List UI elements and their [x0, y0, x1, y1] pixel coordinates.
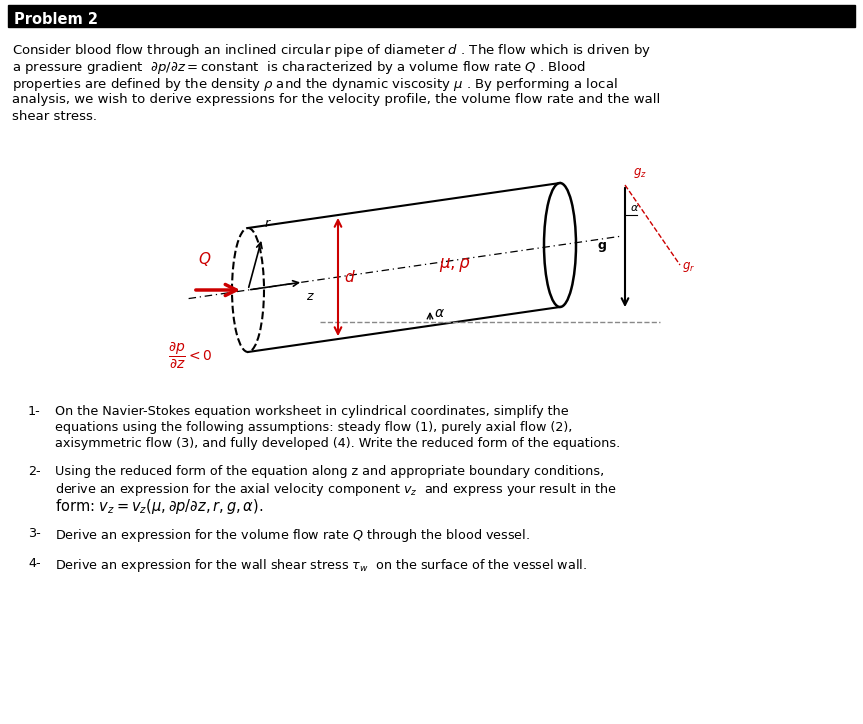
Text: Problem 2: Problem 2	[14, 12, 98, 28]
Text: a pressure gradient  $\partial p/\partial z=\mathrm{constant}$  is characterized: a pressure gradient $\partial p/\partial…	[12, 59, 586, 76]
Text: axisymmetric flow (3), and fully developed (4). Write the reduced form of the eq: axisymmetric flow (3), and fully develop…	[55, 437, 620, 450]
Bar	[8, 5, 855, 27]
Text: derive an expression for the axial velocity component $v_z$  and express your re: derive an expression for the axial veloc…	[55, 481, 617, 498]
Text: Consider blood flow through an inclined circular pipe of diameter $d$ . The flow: Consider blood flow through an inclined …	[12, 42, 651, 59]
Text: 4-: 4-	[28, 557, 41, 570]
Text: $\alpha$: $\alpha$	[630, 203, 639, 213]
Text: $\alpha$: $\alpha$	[434, 306, 445, 320]
Text: properties are defined by the density $\rho$ and the dynamic viscosity $\mu$ . B: properties are defined by the density $\…	[12, 76, 618, 93]
Text: equations using the following assumptions: steady flow (1), purely axial flow (2: equations using the following assumption…	[55, 421, 572, 434]
Text: 3-: 3-	[28, 527, 41, 540]
Text: $g_z$: $g_z$	[633, 166, 647, 180]
Text: Using the reduced form of the equation along z and appropriate boundary conditio: Using the reduced form of the equation a…	[55, 465, 604, 478]
Text: $\dfrac{\partial p}{\partial z}<0$: $\dfrac{\partial p}{\partial z}<0$	[168, 340, 212, 371]
Text: On the Navier-Stokes equation worksheet in cylindrical coordinates, simplify the: On the Navier-Stokes equation worksheet …	[55, 405, 569, 418]
Text: 2-: 2-	[28, 465, 41, 478]
Text: Derive an expression for the volume flow rate $Q$ through the blood vessel.: Derive an expression for the volume flow…	[55, 527, 530, 544]
Text: $\mu,\rho$: $\mu,\rho$	[439, 256, 471, 274]
Text: $r$: $r$	[264, 217, 272, 230]
Text: form: $v_z = v_z(\mu,\partial p/\partial z, r, g, \alpha)$.: form: $v_z = v_z(\mu,\partial p/\partial…	[55, 497, 263, 516]
Text: $g_r$: $g_r$	[682, 260, 696, 274]
Text: analysis, we wish to derive expressions for the velocity profile, the volume flo: analysis, we wish to derive expressions …	[12, 93, 660, 106]
Text: Derive an expression for the wall shear stress $\tau_w$  on the surface of the v: Derive an expression for the wall shear …	[55, 557, 587, 574]
Text: $z$: $z$	[306, 290, 315, 303]
Text: $\mathbf{g}$: $\mathbf{g}$	[597, 240, 607, 255]
Text: $d$: $d$	[344, 269, 356, 285]
Text: 1-: 1-	[28, 405, 41, 418]
Text: shear stress.: shear stress.	[12, 110, 97, 123]
Text: $Q$: $Q$	[198, 250, 211, 268]
